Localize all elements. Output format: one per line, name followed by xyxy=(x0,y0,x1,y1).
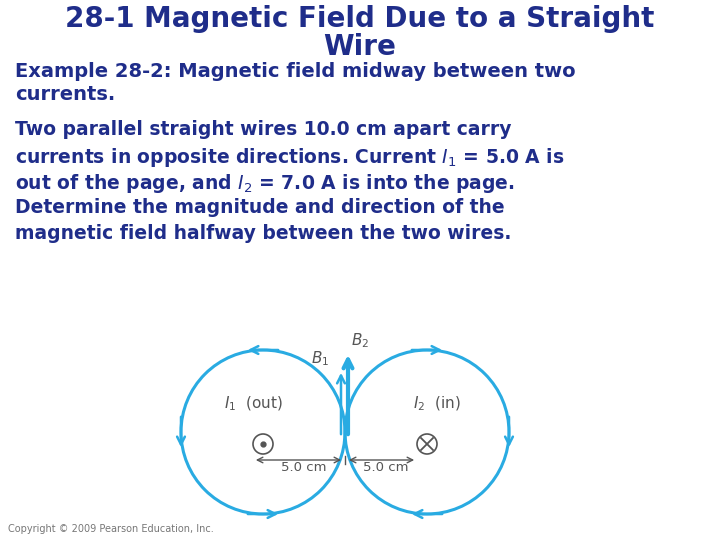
Text: Determine the magnitude and direction of the: Determine the magnitude and direction of… xyxy=(15,198,505,217)
Text: out of the page, and $I_2$ = 7.0 A is into the page.: out of the page, and $I_2$ = 7.0 A is in… xyxy=(15,172,515,195)
Text: currents in opposite directions. Current $I_1$ = 5.0 A is: currents in opposite directions. Current… xyxy=(15,146,564,169)
Text: magnetic field halfway between the two wires.: magnetic field halfway between the two w… xyxy=(15,224,511,243)
Text: Copyright © 2009 Pearson Education, Inc.: Copyright © 2009 Pearson Education, Inc. xyxy=(8,524,214,534)
Text: 5.0 cm: 5.0 cm xyxy=(364,461,409,474)
Text: 28-1 Magnetic Field Due to a Straight: 28-1 Magnetic Field Due to a Straight xyxy=(66,5,654,33)
Text: $I_1$  (out): $I_1$ (out) xyxy=(223,395,282,413)
Text: Two parallel straight wires 10.0 cm apart carry: Two parallel straight wires 10.0 cm apar… xyxy=(15,120,511,139)
Text: currents.: currents. xyxy=(15,85,115,104)
Text: $B_2$: $B_2$ xyxy=(351,332,369,350)
Text: $I_2$  (in): $I_2$ (in) xyxy=(413,395,461,413)
Text: $B_1$: $B_1$ xyxy=(311,349,329,368)
Text: 5.0 cm: 5.0 cm xyxy=(282,461,327,474)
Text: Example 28-2: Magnetic field midway between two: Example 28-2: Magnetic field midway betw… xyxy=(15,62,575,81)
Text: Wire: Wire xyxy=(323,33,397,61)
